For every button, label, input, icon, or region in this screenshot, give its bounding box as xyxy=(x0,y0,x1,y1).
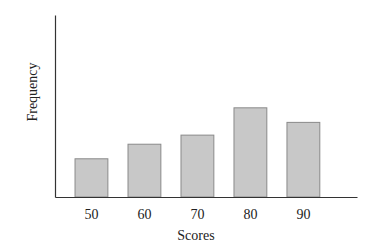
bar xyxy=(128,144,161,197)
y-axis xyxy=(55,16,56,198)
x-tick-label: 60 xyxy=(137,207,151,222)
bar xyxy=(75,159,108,197)
y-axis-line xyxy=(55,16,56,198)
x-tick-label: 70 xyxy=(190,207,204,222)
x-axis: 50 60 70 80 90 xyxy=(56,197,358,222)
x-tick: 50 xyxy=(84,197,98,222)
chart: 50 60 70 80 90 Scores Frequency xyxy=(0,0,383,250)
x-tick: 70 xyxy=(190,197,204,222)
x-tick: 90 xyxy=(296,197,310,222)
y-axis-title: Frequency xyxy=(25,62,40,121)
bar xyxy=(287,122,320,197)
bar xyxy=(234,108,267,197)
bar xyxy=(181,135,214,197)
x-tick-label: 50 xyxy=(84,207,98,222)
x-axis-title: Scores xyxy=(177,228,214,243)
x-tick: 60 xyxy=(137,197,151,222)
bars xyxy=(75,108,320,197)
x-tick-label: 90 xyxy=(296,207,310,222)
x-axis-line xyxy=(56,197,358,198)
x-tick-label: 80 xyxy=(243,207,257,222)
x-tick: 80 xyxy=(243,197,257,222)
